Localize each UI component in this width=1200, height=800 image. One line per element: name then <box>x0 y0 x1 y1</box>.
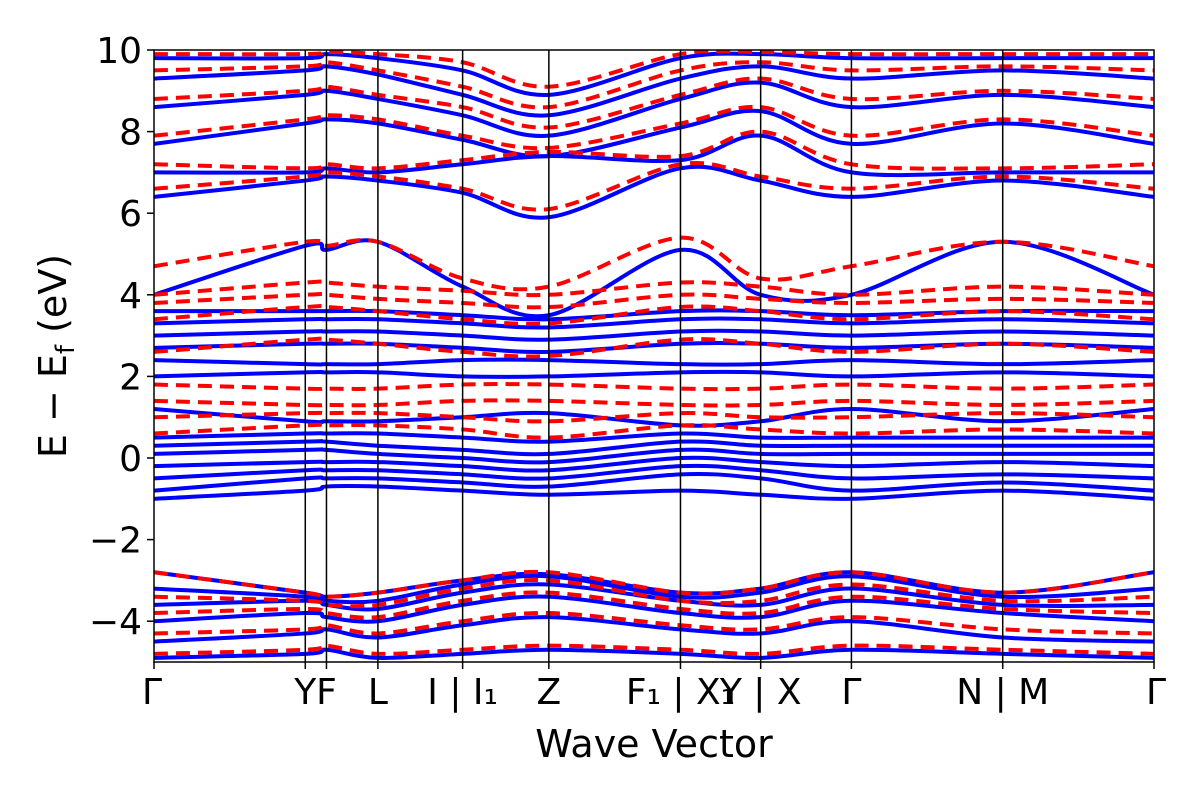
spin-down-band-2 <box>154 590 1154 620</box>
spin-down-band-17 <box>154 76 1154 130</box>
y-tick-label-0: −4 <box>89 602 142 643</box>
spin-up-band-3 <box>154 582 1154 612</box>
spin-up-band-19 <box>154 308 1154 322</box>
spin-up-band-15 <box>154 357 1154 367</box>
y-axis-label: E − Ef (eV) <box>31 254 81 458</box>
spin-up-band-22 <box>154 133 1154 178</box>
x-tick-label-0: Γ <box>142 672 162 713</box>
series-spin-up <box>154 51 1154 661</box>
spin-down-band-8 <box>154 382 1154 392</box>
bands-layer <box>154 50 1154 661</box>
spin-down-band-6 <box>154 410 1154 424</box>
spin-up-band-4 <box>154 573 1154 605</box>
spin-down-band-12 <box>154 279 1154 298</box>
spin-down-band-11 <box>154 292 1154 310</box>
y-axis-label-subscript: f <box>51 344 81 354</box>
spin-up-band-1 <box>154 615 1154 644</box>
y-ticks: −4 −2 0 2 4 6 8 10 <box>89 31 154 643</box>
spin-up-band-23 <box>154 108 1154 159</box>
spin-down-band-15 <box>154 129 1154 171</box>
spin-down-band-10 <box>154 303 1154 326</box>
series-spin-down <box>154 50 1154 656</box>
spin-up-band-18 <box>154 316 1154 330</box>
y-tick-label-3: 2 <box>119 357 142 398</box>
plot-background <box>154 50 1154 662</box>
spin-up-band-6 <box>154 484 1154 501</box>
plot-frame <box>153 49 1155 663</box>
x-axis-label: Wave Vector <box>535 722 773 766</box>
spin-down-band-3 <box>154 578 1154 609</box>
x-tick-label-10: Γ <box>1146 672 1166 713</box>
spin-down-band-0 <box>154 643 1154 656</box>
x-tick-label-6: F₁ | X₁ <box>626 672 735 713</box>
kpoint-lines <box>304 50 1004 662</box>
spin-up-band-0 <box>154 647 1154 661</box>
spin-down-band-19 <box>154 50 1154 89</box>
x-tick-label-2: F <box>316 672 337 713</box>
spin-up-band-2 <box>154 594 1154 624</box>
spin-down-band-9 <box>154 336 1154 359</box>
y-tick-label-6: 8 <box>119 113 142 154</box>
spin-up-band-8 <box>154 463 1154 481</box>
spin-up-band-25 <box>154 64 1154 118</box>
x-tick-label-3: L <box>368 672 388 713</box>
spin-up-band-12 <box>154 431 1154 444</box>
spin-down-band-14 <box>154 161 1154 212</box>
spin-up-band-21 <box>154 164 1154 220</box>
x-tick-label-4: I | I₁ <box>427 672 498 713</box>
spin-up-band-9 <box>154 455 1154 473</box>
x-tick-label-5: Z <box>537 672 562 713</box>
y-tick-label-7: 10 <box>96 31 142 72</box>
spin-up-band-7 <box>154 471 1154 493</box>
y-axis-label-unit: (eV) <box>31 254 75 345</box>
y-tick-label-4: 4 <box>119 276 142 317</box>
spin-up-band-14 <box>154 369 1154 379</box>
spin-up-band-10 <box>154 447 1154 465</box>
spin-down-band-7 <box>154 398 1154 408</box>
spin-down-band-5 <box>154 422 1154 440</box>
spin-up-band-13 <box>154 407 1154 428</box>
spin-down-band-4 <box>154 569 1154 599</box>
spin-down-band-16 <box>154 104 1154 151</box>
spin-up-band-16 <box>154 340 1154 355</box>
y-tick-label-1: −2 <box>89 521 142 562</box>
spin-down-band-1 <box>154 611 1154 636</box>
spin-up-band-24 <box>154 80 1154 138</box>
y-tick-label-5: 6 <box>119 194 142 235</box>
x-tick-label-1: Y <box>293 672 317 713</box>
spin-down-band-13 <box>154 235 1154 292</box>
x-tick-label-9: N | M <box>956 672 1049 713</box>
spin-up-band-11 <box>154 439 1154 457</box>
spin-down-band-18 <box>154 60 1154 110</box>
y-tick-label-2: 0 <box>119 439 142 480</box>
x-tick-label-8: Γ <box>841 672 861 713</box>
y-axis-label-base: E − E <box>31 354 75 458</box>
spin-up-band-26 <box>154 51 1154 97</box>
x-tick-label-7: Y | X <box>719 672 802 713</box>
spin-up-band-20 <box>154 238 1154 319</box>
spin-up-band-17 <box>154 328 1154 342</box>
